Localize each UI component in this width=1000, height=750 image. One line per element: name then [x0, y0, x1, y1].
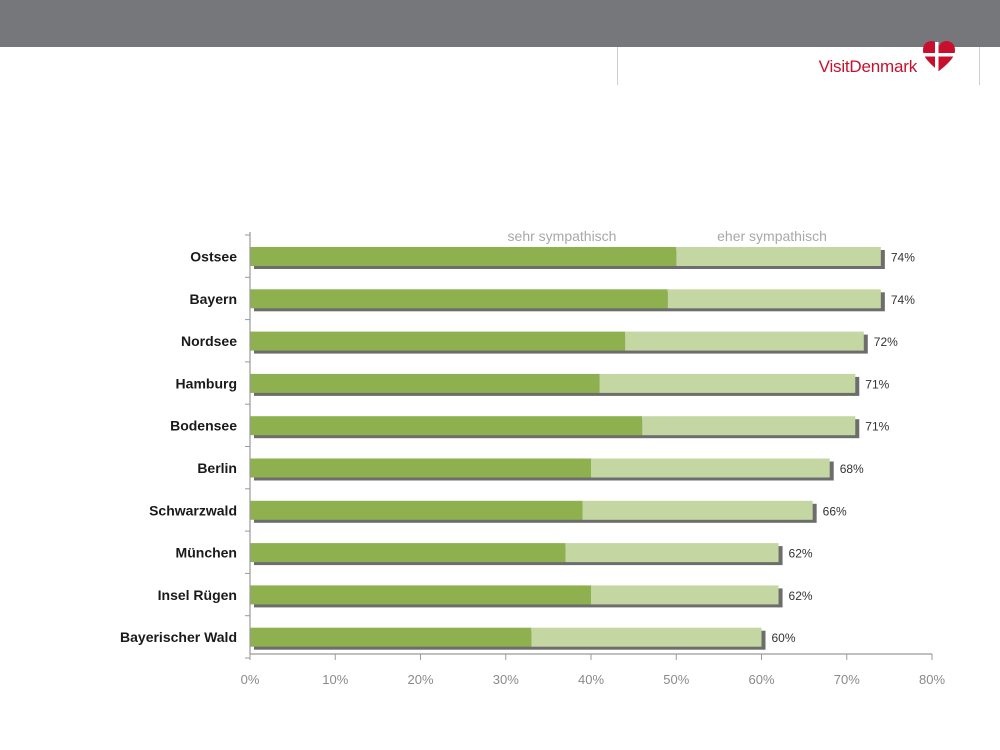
bar-eher-sympathisch: [591, 458, 830, 478]
x-tick-label: 0%: [241, 672, 260, 687]
category-label: Bayerischer Wald: [120, 629, 237, 645]
bar-sehr-sympathisch: [250, 373, 600, 393]
legend-sehr-sympathisch: sehr sympathisch: [508, 228, 617, 244]
x-tick-label: 70%: [834, 672, 860, 687]
category-label: Insel Rügen: [158, 587, 237, 603]
total-value-label: 62%: [789, 589, 813, 603]
bar-eher-sympathisch: [676, 247, 881, 266]
heart-logo-icon: [923, 41, 955, 71]
x-tick-label: 20%: [407, 672, 433, 687]
total-value-label: 71%: [865, 377, 889, 391]
bar-eher-sympathisch: [591, 585, 779, 605]
total-value-label: 66%: [823, 504, 847, 518]
category-label: Nordsee: [181, 333, 237, 349]
bar-sehr-sympathisch: [250, 331, 626, 351]
total-value-label: 60%: [772, 631, 796, 645]
category-label: München: [176, 545, 237, 561]
bar-sehr-sympathisch: [250, 289, 668, 309]
brand-area: VisitDenmark: [617, 41, 980, 85]
chart-legend: sehr sympathisch eher sympathisch: [508, 228, 827, 244]
top-banner: [0, 0, 1000, 47]
bar-eher-sympathisch: [582, 500, 813, 520]
legend-eher-sympathisch: eher sympathisch: [717, 228, 827, 244]
bar-sehr-sympathisch: [250, 585, 591, 605]
category-label: Bayern: [190, 291, 237, 307]
x-tick-label: 80%: [919, 672, 945, 687]
bar-sehr-sympathisch: [250, 627, 532, 647]
total-value-label: 68%: [840, 462, 864, 476]
brand-name: VisitDenmark: [818, 57, 918, 76]
category-label: Ostsee: [190, 249, 237, 265]
bar-sehr-sympathisch: [250, 543, 566, 563]
total-value-label: 74%: [891, 293, 915, 307]
bar-eher-sympathisch: [565, 543, 779, 563]
total-value-label: 71%: [865, 420, 889, 434]
x-tick-label: 10%: [322, 672, 348, 687]
bar-eher-sympathisch: [599, 373, 856, 393]
x-tick-label: 50%: [663, 672, 689, 687]
category-label: Schwarzwald: [149, 502, 237, 518]
bar-sehr-sympathisch: [250, 416, 643, 436]
total-value-label: 72%: [874, 335, 898, 349]
bar-sehr-sympathisch: [250, 247, 677, 266]
x-tick-label: 30%: [493, 672, 519, 687]
bar-eher-sympathisch: [625, 331, 864, 351]
x-tick-label: 60%: [748, 672, 774, 687]
category-label: Bodensee: [170, 418, 237, 434]
bar-sehr-sympathisch: [250, 458, 591, 478]
bar-eher-sympathisch: [642, 416, 856, 436]
category-label: Hamburg: [176, 375, 237, 391]
total-value-label: 74%: [891, 251, 915, 265]
total-value-label: 62%: [789, 547, 813, 561]
bar-sehr-sympathisch: [250, 500, 583, 520]
category-label: Berlin: [197, 460, 237, 476]
bar-eher-sympathisch: [531, 627, 762, 647]
bar-eher-sympathisch: [667, 289, 881, 309]
x-tick-label: 40%: [578, 672, 604, 687]
